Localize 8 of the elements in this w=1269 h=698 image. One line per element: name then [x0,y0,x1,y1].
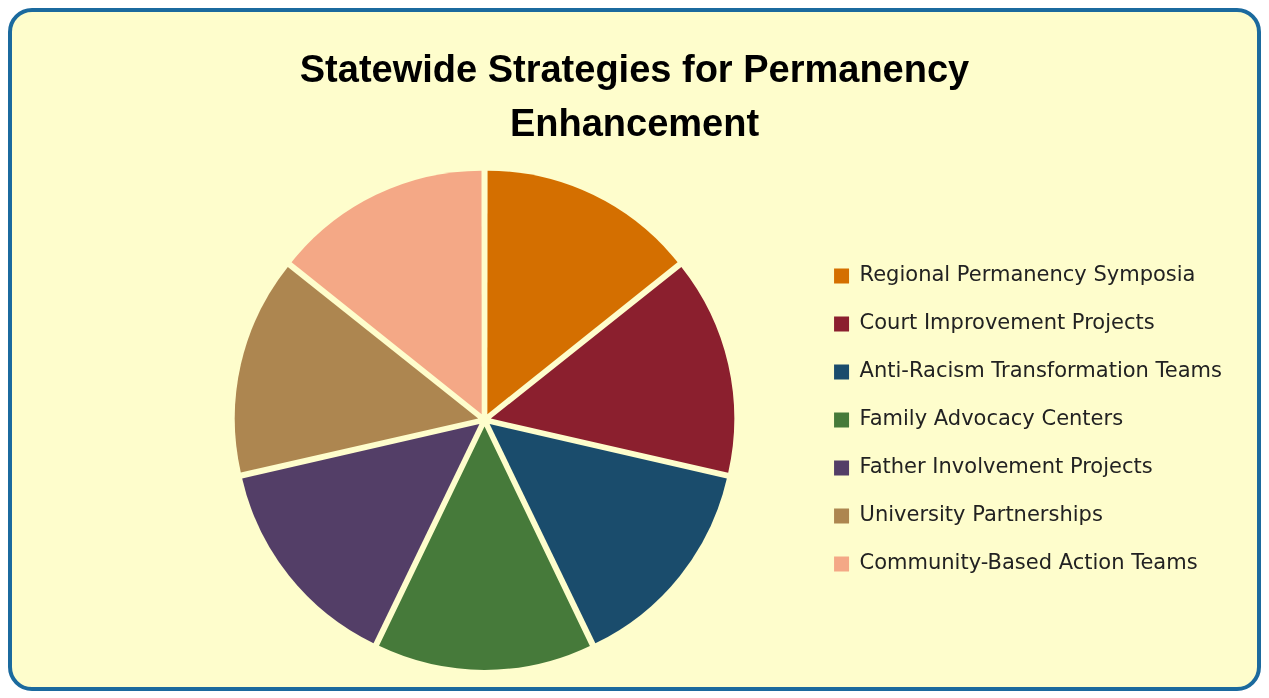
legend-label: Regional Permanency Symposia [859,262,1196,287]
legend-label: Family Advocacy Centers [859,406,1124,431]
legend-label: University Partnerships [859,502,1103,527]
legend-label: Community-Based Action Teams [859,550,1198,575]
legend-label: Court Improvement Projects [859,310,1155,335]
chart-title: Statewide Strategies for Permanency Enhancement [298,47,971,146]
legend-label: Anti-Racism Transformation Teams [859,358,1223,383]
legend-label: Father Involvement Projects [859,454,1153,479]
